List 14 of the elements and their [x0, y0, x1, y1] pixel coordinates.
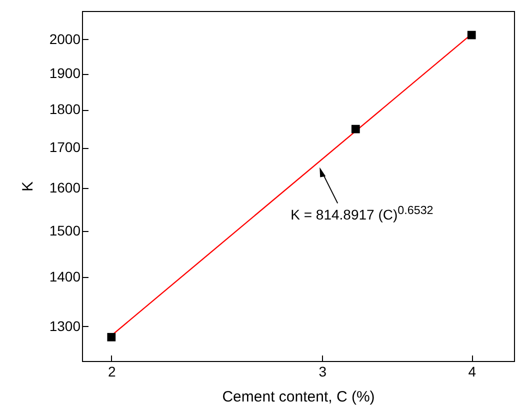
x-tick-label: 2: [108, 364, 116, 380]
y-tick-label: 1700: [49, 139, 81, 156]
y-tick-label: 1300: [49, 318, 81, 334]
y-axis-title: K: [19, 181, 36, 192]
y-tick-label: 1400: [49, 268, 81, 284]
y-tick-label: 2000: [49, 30, 81, 47]
y-tick-label: 1800: [49, 101, 81, 118]
annotation: K = 814.8917 (C)$^{0.6532}$: [290, 204, 434, 223]
y-tick-label: 1600: [49, 179, 81, 196]
x-axis-title: Cement content, C (%): [222, 388, 375, 406]
x-tick-label: 3: [318, 364, 327, 380]
y-tick-label: 1900: [49, 65, 81, 82]
y-tick-label: 1500: [49, 222, 81, 238]
x-tick-label: 4: [468, 364, 476, 380]
